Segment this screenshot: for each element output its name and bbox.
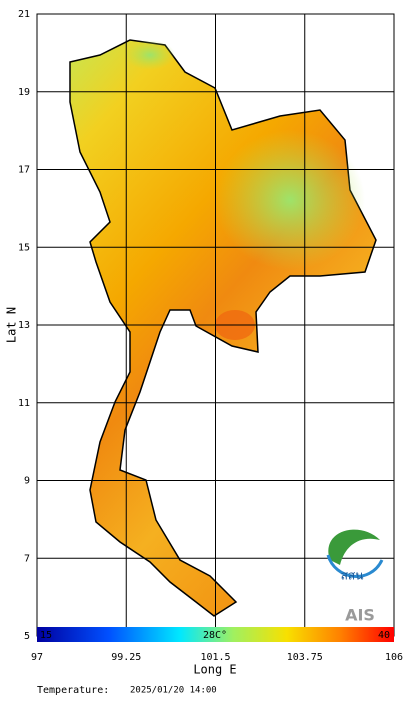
footer-label: Temperature:	[37, 685, 109, 696]
y-tick-label: 5	[24, 631, 30, 642]
y-tick-label: 17	[18, 165, 30, 176]
y-tick-label: 13	[18, 320, 30, 331]
colorbar-max: 40	[378, 630, 390, 641]
x-axis-label: Long E	[193, 663, 236, 677]
x-tick-label: 106	[385, 652, 403, 663]
y-tick-label: 7	[24, 553, 30, 564]
x-tick-label: 103.75	[287, 652, 323, 663]
y-tick-label: 21	[18, 9, 30, 20]
x-tick-label: 97	[31, 652, 43, 663]
y-tick-label: 11	[18, 398, 30, 409]
plot-area: 15 28C° 40	[36, 13, 395, 642]
footer-datetime: 2025/01/20 14:00	[130, 686, 217, 696]
cool-zone	[125, 40, 175, 70]
y-tick-label: 9	[24, 476, 30, 487]
cool-zone	[215, 130, 365, 270]
sponsor-logo: AIS	[345, 606, 375, 625]
y-axis-label: Lat N	[5, 307, 19, 343]
x-tick-label: 99.25	[111, 652, 141, 663]
colorbar-min: 15	[40, 630, 52, 641]
x-tick-label: 101.5	[200, 652, 230, 663]
y-tick-label: 15	[18, 242, 30, 253]
logo: สสน AIS	[326, 529, 384, 625]
org-logo: สสน	[341, 569, 364, 583]
colorbar	[37, 627, 394, 642]
colorbar-mid: 28C°	[203, 630, 227, 641]
y-tick-label: 19	[18, 87, 30, 98]
